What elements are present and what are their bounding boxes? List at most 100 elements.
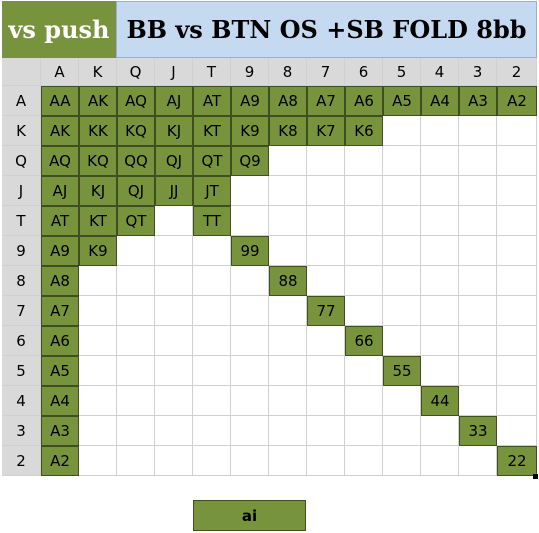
hand-cell-empty [231, 206, 269, 236]
hand-cell-empty [79, 296, 117, 326]
hand-cell-empty [497, 416, 537, 446]
hand-cell-empty [79, 266, 117, 296]
column-header: Q [117, 58, 155, 86]
hand-cell-qt: QT [117, 206, 155, 236]
column-header: 9 [231, 58, 269, 86]
hand-cell-empty [345, 386, 383, 416]
column-header: 2 [497, 58, 537, 86]
hand-cell-a2: A2 [41, 446, 79, 476]
hand-cell-empty [193, 386, 231, 416]
hand-cell-empty [307, 446, 345, 476]
hand-cell-qj: QJ [155, 146, 193, 176]
hand-cell-a2: A2 [497, 86, 537, 116]
hand-cell-empty [383, 386, 421, 416]
hand-cell-empty [421, 446, 459, 476]
column-header: T [193, 58, 231, 86]
hand-cell-empty [307, 266, 345, 296]
hand-cell-empty [497, 116, 537, 146]
column-header: 6 [345, 58, 383, 86]
hand-cell-empty [307, 356, 345, 386]
hand-cell-empty [497, 206, 537, 236]
hand-cell-empty [307, 386, 345, 416]
hand-cell-empty [193, 446, 231, 476]
hand-cell-empty [383, 206, 421, 236]
row-header: 9 [2, 236, 41, 266]
hand-cell-empty [231, 296, 269, 326]
hand-cell-empty [193, 296, 231, 326]
hand-cell-55: 55 [383, 356, 421, 386]
hand-cell-a9: A9 [41, 236, 79, 266]
vs-push-label: vs push [2, 1, 116, 58]
hand-cell-kq: KQ [117, 116, 155, 146]
column-header: 8 [269, 58, 307, 86]
column-header: 7 [307, 58, 345, 86]
column-header: K [79, 58, 117, 86]
hand-cell-empty [459, 146, 497, 176]
hand-cell-empty [345, 446, 383, 476]
hand-cell-tt: TT [193, 206, 231, 236]
hand-cell-empty [155, 416, 193, 446]
hand-cell-at: AT [193, 86, 231, 116]
hand-cell-empty [117, 326, 155, 356]
hand-cell-empty [383, 146, 421, 176]
row-header: 8 [2, 266, 41, 296]
hand-cell-empty [193, 416, 231, 446]
hand-cell-empty [269, 236, 307, 266]
hand-cell-a9: A9 [231, 86, 269, 116]
hand-cell-empty [345, 146, 383, 176]
hand-cell-empty [383, 416, 421, 446]
row-header: Q [2, 146, 41, 176]
legend-ai: ai [193, 500, 306, 531]
hand-cell-empty [193, 266, 231, 296]
hand-cell-empty [155, 326, 193, 356]
hand-cell-aq: AQ [117, 86, 155, 116]
hand-cell-empty [497, 236, 537, 266]
row-header: J [2, 176, 41, 206]
hand-cell-empty [459, 116, 497, 146]
hand-cell-empty [117, 446, 155, 476]
hand-cell-empty [459, 446, 497, 476]
hand-cell-at: AT [41, 206, 79, 236]
hand-cell-empty [269, 416, 307, 446]
hand-cell-empty [345, 356, 383, 386]
hand-cell-empty [155, 446, 193, 476]
row-header: 7 [2, 296, 41, 326]
hand-cell-empty [307, 206, 345, 236]
hand-cell-k8: K8 [269, 116, 307, 146]
hand-cell-empty [117, 416, 155, 446]
hand-cell-empty [79, 326, 117, 356]
hand-cell-empty [269, 326, 307, 356]
column-header: J [155, 58, 193, 86]
hand-cell-kj: KJ [155, 116, 193, 146]
hand-cell-empty [459, 266, 497, 296]
hand-cell-empty [231, 386, 269, 416]
hand-cell-empty [459, 386, 497, 416]
hand-cell-empty [193, 236, 231, 266]
hand-cell-kt: KT [193, 116, 231, 146]
hand-cell-empty [421, 236, 459, 266]
hand-cell-empty [459, 356, 497, 386]
row-header: 4 [2, 386, 41, 416]
hand-cell-77: 77 [307, 296, 345, 326]
hand-cell-empty [383, 266, 421, 296]
hand-cell-empty [117, 236, 155, 266]
hand-cell-empty [269, 176, 307, 206]
hand-cell-empty [383, 236, 421, 266]
hand-cell-aj: AJ [155, 86, 193, 116]
hand-cell-empty [421, 116, 459, 146]
column-header: 4 [421, 58, 459, 86]
hand-cell-qj: QJ [117, 176, 155, 206]
hand-cell-empty [79, 356, 117, 386]
hand-cell-empty [269, 356, 307, 386]
hand-cell-empty [345, 206, 383, 236]
hand-cell-empty [345, 296, 383, 326]
hand-cell-empty [231, 416, 269, 446]
row-header: 6 [2, 326, 41, 356]
column-header: A [41, 58, 79, 86]
hand-cell-empty [497, 326, 537, 356]
hand-cell-empty [497, 296, 537, 326]
hand-cell-k7: K7 [307, 116, 345, 146]
hand-cell-empty [155, 296, 193, 326]
hand-cell-empty [345, 416, 383, 446]
hand-cell-33: 33 [459, 416, 497, 446]
